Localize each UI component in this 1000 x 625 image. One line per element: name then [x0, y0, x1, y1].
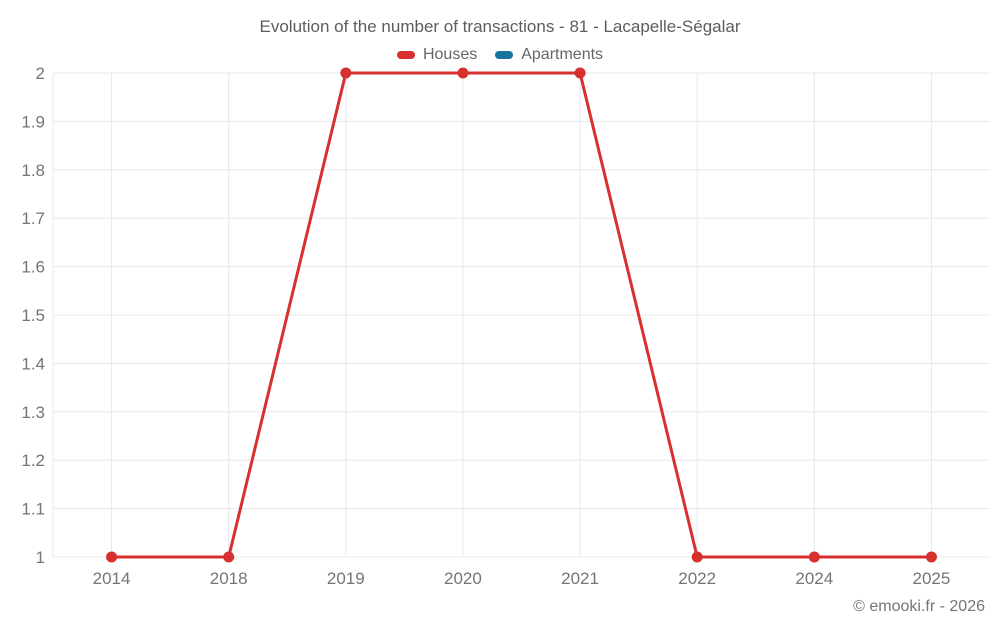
x-tick-label: 2020 [444, 569, 482, 588]
y-tick-label: 1 [36, 548, 45, 567]
legend-item-apartments[interactable]: Apartments [495, 46, 603, 64]
y-tick-label: 1.8 [21, 161, 45, 180]
x-tick-label: 2018 [210, 569, 248, 588]
x-tick-label: 2019 [327, 569, 365, 588]
houses-line [110, 71, 933, 559]
chart-title: Evolution of the number of transactions … [259, 17, 741, 36]
y-tick-label: 1.5 [21, 306, 45, 325]
y-tick-label: 1.4 [21, 354, 45, 373]
y-tick-label: 1.1 [21, 500, 45, 519]
x-tick-label: 2014 [93, 569, 131, 588]
legend-item-houses[interactable]: Houses [396, 46, 478, 64]
x-tick-label: 2021 [561, 569, 599, 588]
houses-point[interactable] [574, 67, 586, 79]
houses-point[interactable] [691, 551, 703, 563]
legend: Houses Apartments [0, 46, 1000, 64]
legend-label-houses: Houses [422, 46, 478, 63]
houses-point[interactable] [106, 551, 118, 563]
x-tick-label: 2022 [678, 569, 716, 588]
copyright: © emooki.fr - 2026 [853, 598, 985, 615]
x-tick-label: 2025 [913, 569, 951, 588]
houses-swatch-icon [396, 51, 415, 59]
houses-point[interactable] [340, 67, 352, 79]
y-tick-label: 1.7 [21, 209, 45, 228]
y-tick-label: 2 [36, 64, 45, 83]
apartments-swatch-icon [495, 51, 514, 59]
y-tick-label: 1.6 [21, 258, 45, 277]
houses-point[interactable] [808, 551, 820, 563]
houses-point[interactable] [925, 551, 937, 563]
y-tick-label: 1.2 [21, 451, 45, 470]
x-tick-label: 2024 [795, 569, 833, 588]
legend-label-apartments: Apartments [521, 46, 604, 63]
y-tick-label: 1.3 [21, 403, 45, 422]
y-tick-label: 1.9 [21, 112, 45, 131]
houses-point[interactable] [223, 551, 235, 563]
houses-point[interactable] [457, 67, 469, 79]
